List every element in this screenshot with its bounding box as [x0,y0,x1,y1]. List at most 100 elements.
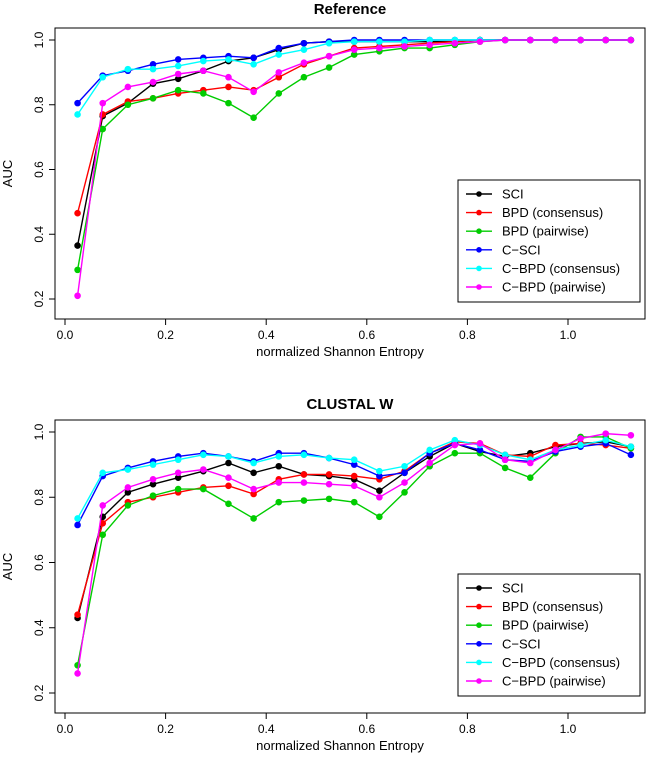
chart-1-data-point [225,56,232,63]
chart-2-x-tick-label: 0.8 [459,722,476,736]
chart-2-y-tick-label: 0.8 [32,489,46,506]
chart-2-title: CLUSTAL W [307,396,395,413]
chart-1-data-point [149,65,157,73]
chart-1-data-point [275,69,283,76]
chart-2-data-point [275,462,283,470]
chart-2-series-6 [74,430,635,677]
chart-2-data-point [325,495,333,503]
chart-2-data-point [250,485,257,493]
chart-2-data-point [74,521,81,529]
chart-1-data-point [376,44,383,52]
chart-1-legend-label: C−BPD (pairwise) [502,280,606,295]
chart-2-data-point [451,441,459,449]
chart-2-data-point [250,459,257,467]
chart-1-legend-marker [476,228,482,234]
chart-2-data-point [174,469,182,477]
chart-2-data-point [526,459,534,467]
chart-2-data-point [627,443,635,450]
chart-1-data-point [250,114,257,121]
chart-2-data-point [99,469,107,477]
chart-2-data-point [225,459,232,467]
chart-2-data-point [74,670,81,677]
chart-2-data-point [602,430,610,437]
chart-1-data-point [451,39,459,47]
chart-2-legend-label: C−SCI [502,636,541,651]
chart-1-data-point [225,73,232,81]
chart-2-x-tick-label: 0.6 [358,722,375,736]
chart-2-data-point [350,498,358,506]
chart-2-data-point [200,451,207,459]
chart-1-data-point [275,90,283,97]
chart-2-data-point [376,493,383,501]
chart-2-legend-marker [476,622,482,628]
chart-1-y-tick-label: 0.8 [32,96,46,113]
chart-2-legend-marker [476,641,482,647]
chart-1-data-point [300,39,308,47]
chart-2-data-point [401,479,408,486]
chart-2-data-point [124,466,132,473]
chart-1-data-point [99,125,107,133]
chart-2-data-point [174,485,182,493]
chart-2-data-point [250,469,257,477]
chart-1-data-point [200,57,207,65]
chart-1-data-point [174,62,182,70]
chart-1-plot-frame [54,27,646,320]
chart-1-data-point [250,88,257,96]
chart-1-data-point [124,65,132,73]
chart-1-legend-marker [476,284,482,290]
chart-1-legend-label: SCI [502,187,524,202]
chart-2-x-tick-label: 0.2 [157,722,174,736]
chart-2-legend-marker [476,585,482,591]
chart-2-x-tick-label: 0.4 [258,722,275,736]
chart-1-legend-label: C−BPD (consensus) [502,261,620,276]
chart-2-data-point [325,454,333,462]
chart-2-data-point [350,482,358,490]
chart-1-data-point [225,83,232,91]
chart-1-data-point [300,46,308,54]
chart-2-data-point [552,446,559,454]
chart-2-data-point [300,497,308,504]
chart-1-y-tick-label: 0.2 [32,290,46,307]
chart-2-data-point [200,485,207,493]
chart-2-data-point [451,449,459,457]
chart-2-x-tick-label: 0.0 [57,722,74,736]
chart-1-data-point [401,43,408,50]
chart-2-x-axis-label: normalized Shannon Entropy [256,738,424,753]
chart-2-plot-frame [54,419,646,714]
chart-1-data-point [74,242,81,249]
chart-2-legend-label: C−BPD (consensus) [502,655,620,670]
chart-1-x-tick-label: 1.0 [560,328,577,342]
chart-2-data-point [200,466,207,473]
chart-2-data-point [426,459,433,467]
chart-2-data-point [275,498,283,506]
chart-1-legend-label: BPD (pairwise) [502,224,589,239]
chart-1-data-point [325,64,333,71]
chart-2-data-point [149,492,157,499]
chart-1-data-point [149,94,157,102]
chart-2-data-point [250,515,257,522]
chart-2-data-point [74,515,81,522]
chart-1-x-axis-label: normalized Shannon Entropy [256,344,424,359]
chart-2-data-point [225,453,232,460]
chart-1-data-point [124,101,132,109]
chart-2-data-point [300,451,308,459]
chart-1-y-tick-label: 0.6 [32,161,46,178]
chart-2-legend-label: BPD (consensus) [502,599,603,614]
chart-1-data-point [124,83,132,91]
chart-2-data-point [476,440,484,447]
chart-1-data-point [225,99,232,107]
chart-1-x-tick-label: 0.2 [157,328,174,342]
chart-1-data-point [99,73,107,81]
chart-2-legend-box [457,573,641,697]
chart-2-x-tick-label: 1.0 [560,722,577,736]
chart-1-legend: SCI BPD (consensus) BPD (pairwise) C−SCI C−B… [457,179,641,303]
chart-2-data-point [225,482,232,490]
chart-2-data-point [350,472,358,480]
chart-2-legend-label: C−BPD (pairwise) [502,674,606,689]
chart-2-legend-label: BPD (pairwise) [502,618,589,633]
chart-1-data-point [350,46,358,54]
chart-1-x-tick-label: 0.4 [258,328,275,342]
chart-1-y-tick-label: 1.0 [32,31,46,48]
chart-1-data-point [275,51,283,58]
